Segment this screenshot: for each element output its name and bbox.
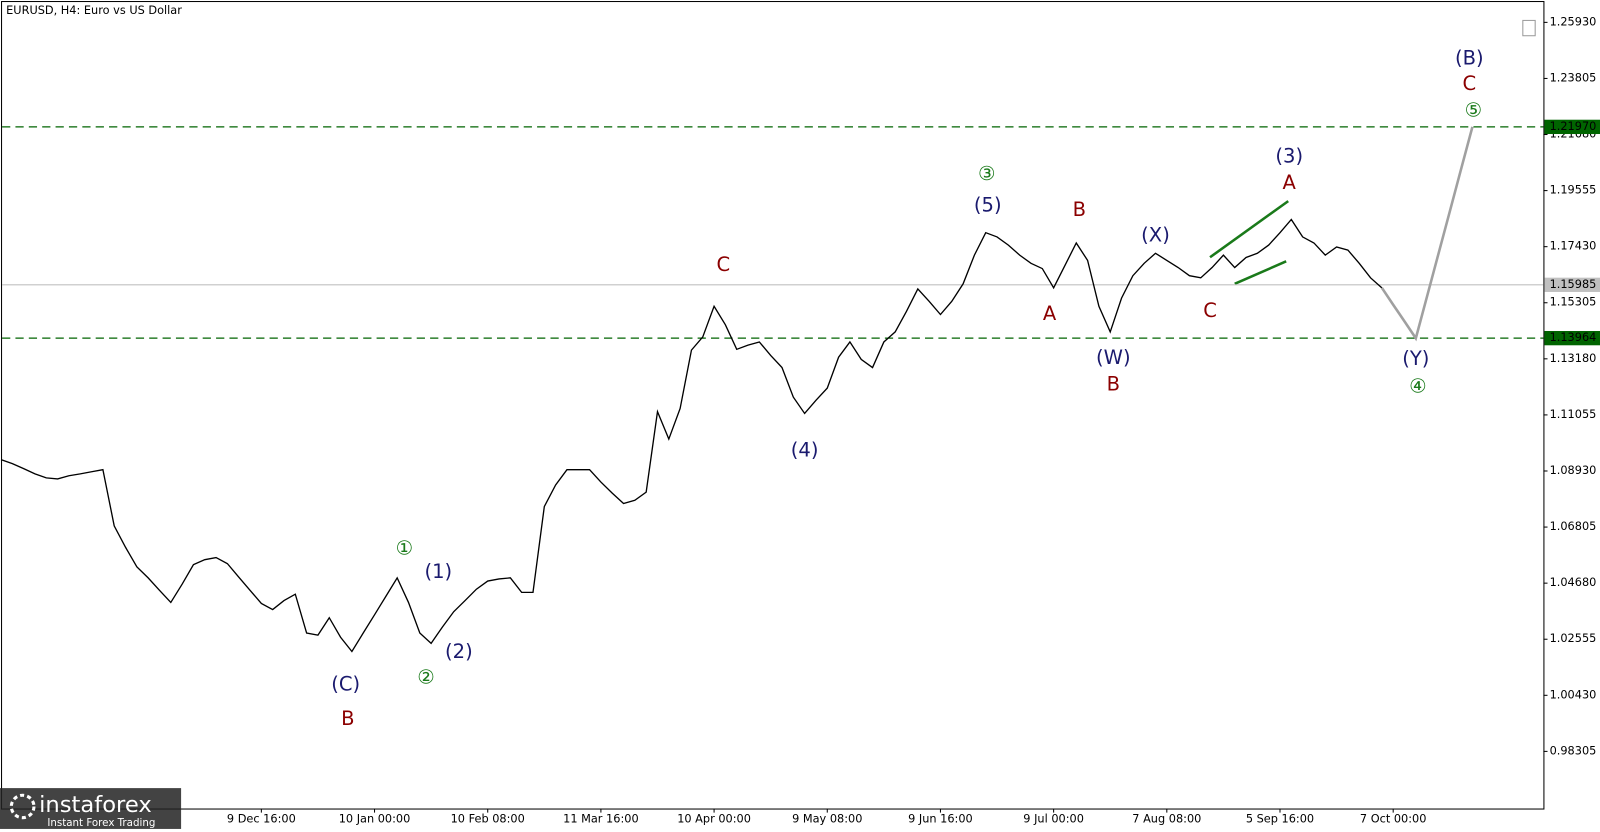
y-tick-label: 1.25930 bbox=[1550, 15, 1597, 28]
x-tick-label: 11 Mar 16:00 bbox=[563, 813, 639, 826]
logo-bg bbox=[0, 788, 182, 829]
wave-label: (B) bbox=[1455, 47, 1484, 70]
price-label-bg bbox=[1544, 277, 1600, 292]
wave-label: C bbox=[1203, 299, 1217, 322]
x-tick-label: 5 Sep 16:00 bbox=[1246, 813, 1314, 826]
logo-tagline: Instant Forex Trading bbox=[47, 817, 155, 829]
price-line bbox=[0, 218, 1383, 653]
y-tick-label: 1.19555 bbox=[1550, 184, 1597, 197]
wave-label: B bbox=[341, 707, 354, 730]
y-tick-label: 1.00430 bbox=[1550, 688, 1597, 701]
price-label: 1.15985 bbox=[1550, 278, 1597, 291]
y-tick-label: 1.02555 bbox=[1550, 632, 1597, 645]
wave-label: ① bbox=[396, 537, 414, 560]
wave-label: (3) bbox=[1275, 145, 1303, 168]
logo-name: instaforex bbox=[39, 792, 152, 818]
wave-label: B bbox=[1107, 372, 1120, 395]
y-tick-label: 1.15305 bbox=[1550, 296, 1597, 309]
wave-label: (2) bbox=[445, 640, 473, 663]
x-tick-label: 7 Oct 00:00 bbox=[1360, 813, 1427, 826]
wedge-line bbox=[1234, 260, 1287, 285]
wave-label: B bbox=[1073, 198, 1086, 221]
wave-label: C bbox=[1462, 72, 1476, 95]
logo: instaforex Instant Forex Trading bbox=[0, 788, 182, 829]
price-label: 1.21970 bbox=[1550, 120, 1597, 133]
x-tick-label: 10 Feb 08:00 bbox=[451, 813, 525, 826]
wave-label: (5) bbox=[974, 194, 1002, 217]
wave-label: ② bbox=[417, 665, 435, 688]
wave-label: ⑤ bbox=[1465, 99, 1483, 122]
y-tick-label: 1.11055 bbox=[1550, 408, 1597, 421]
wave-label: A bbox=[1283, 171, 1297, 194]
y-tick-label: 1.06805 bbox=[1550, 520, 1597, 533]
wave-label: ③ bbox=[978, 162, 996, 185]
plot-frame bbox=[1, 1, 1545, 810]
price-line bbox=[1380, 126, 1474, 342]
price-label: 1.13964 bbox=[1550, 331, 1597, 344]
x-tick-label: 10 Jan 00:00 bbox=[339, 813, 411, 826]
wave-label: (4) bbox=[791, 439, 819, 462]
chart-title: EURUSD, H4: Euro vs US Dollar bbox=[6, 4, 182, 17]
wave-label: C bbox=[717, 253, 731, 276]
x-tick-label: 9 May 08:00 bbox=[792, 813, 862, 826]
price-label-bg bbox=[1544, 330, 1600, 346]
price-label-bg bbox=[1544, 119, 1600, 135]
x-tick-label: 9 Jul 00:00 bbox=[1023, 813, 1084, 826]
y-tick-label: 0.98305 bbox=[1550, 744, 1597, 757]
y-tick-label: 1.04680 bbox=[1550, 576, 1597, 589]
wave-label: (C) bbox=[331, 673, 360, 696]
x-tick-label: 10 Apr 00:00 bbox=[677, 813, 751, 826]
wave-label: (1) bbox=[424, 560, 452, 583]
wave-label: (Y) bbox=[1402, 347, 1429, 370]
y-tick-label: 1.23805 bbox=[1550, 71, 1597, 84]
toolbar-icon[interactable] bbox=[1522, 19, 1536, 37]
wave-label: ④ bbox=[1409, 374, 1427, 397]
wave-label: A bbox=[1043, 302, 1057, 325]
x-tick-label: 7 Aug 08:00 bbox=[1132, 813, 1201, 826]
wave-label: (X) bbox=[1141, 223, 1170, 246]
wave-label: (W) bbox=[1096, 346, 1131, 369]
x-tick-label: 9 Jun 16:00 bbox=[908, 813, 973, 826]
x-tick-label: 9 Dec 16:00 bbox=[227, 813, 296, 826]
y-tick-label: 1.08930 bbox=[1550, 464, 1597, 477]
wedge-line bbox=[1209, 200, 1289, 259]
logo-icon bbox=[9, 793, 36, 820]
y-tick-label: 1.13180 bbox=[1550, 352, 1597, 365]
y-tick-label: 1.17430 bbox=[1550, 240, 1597, 253]
